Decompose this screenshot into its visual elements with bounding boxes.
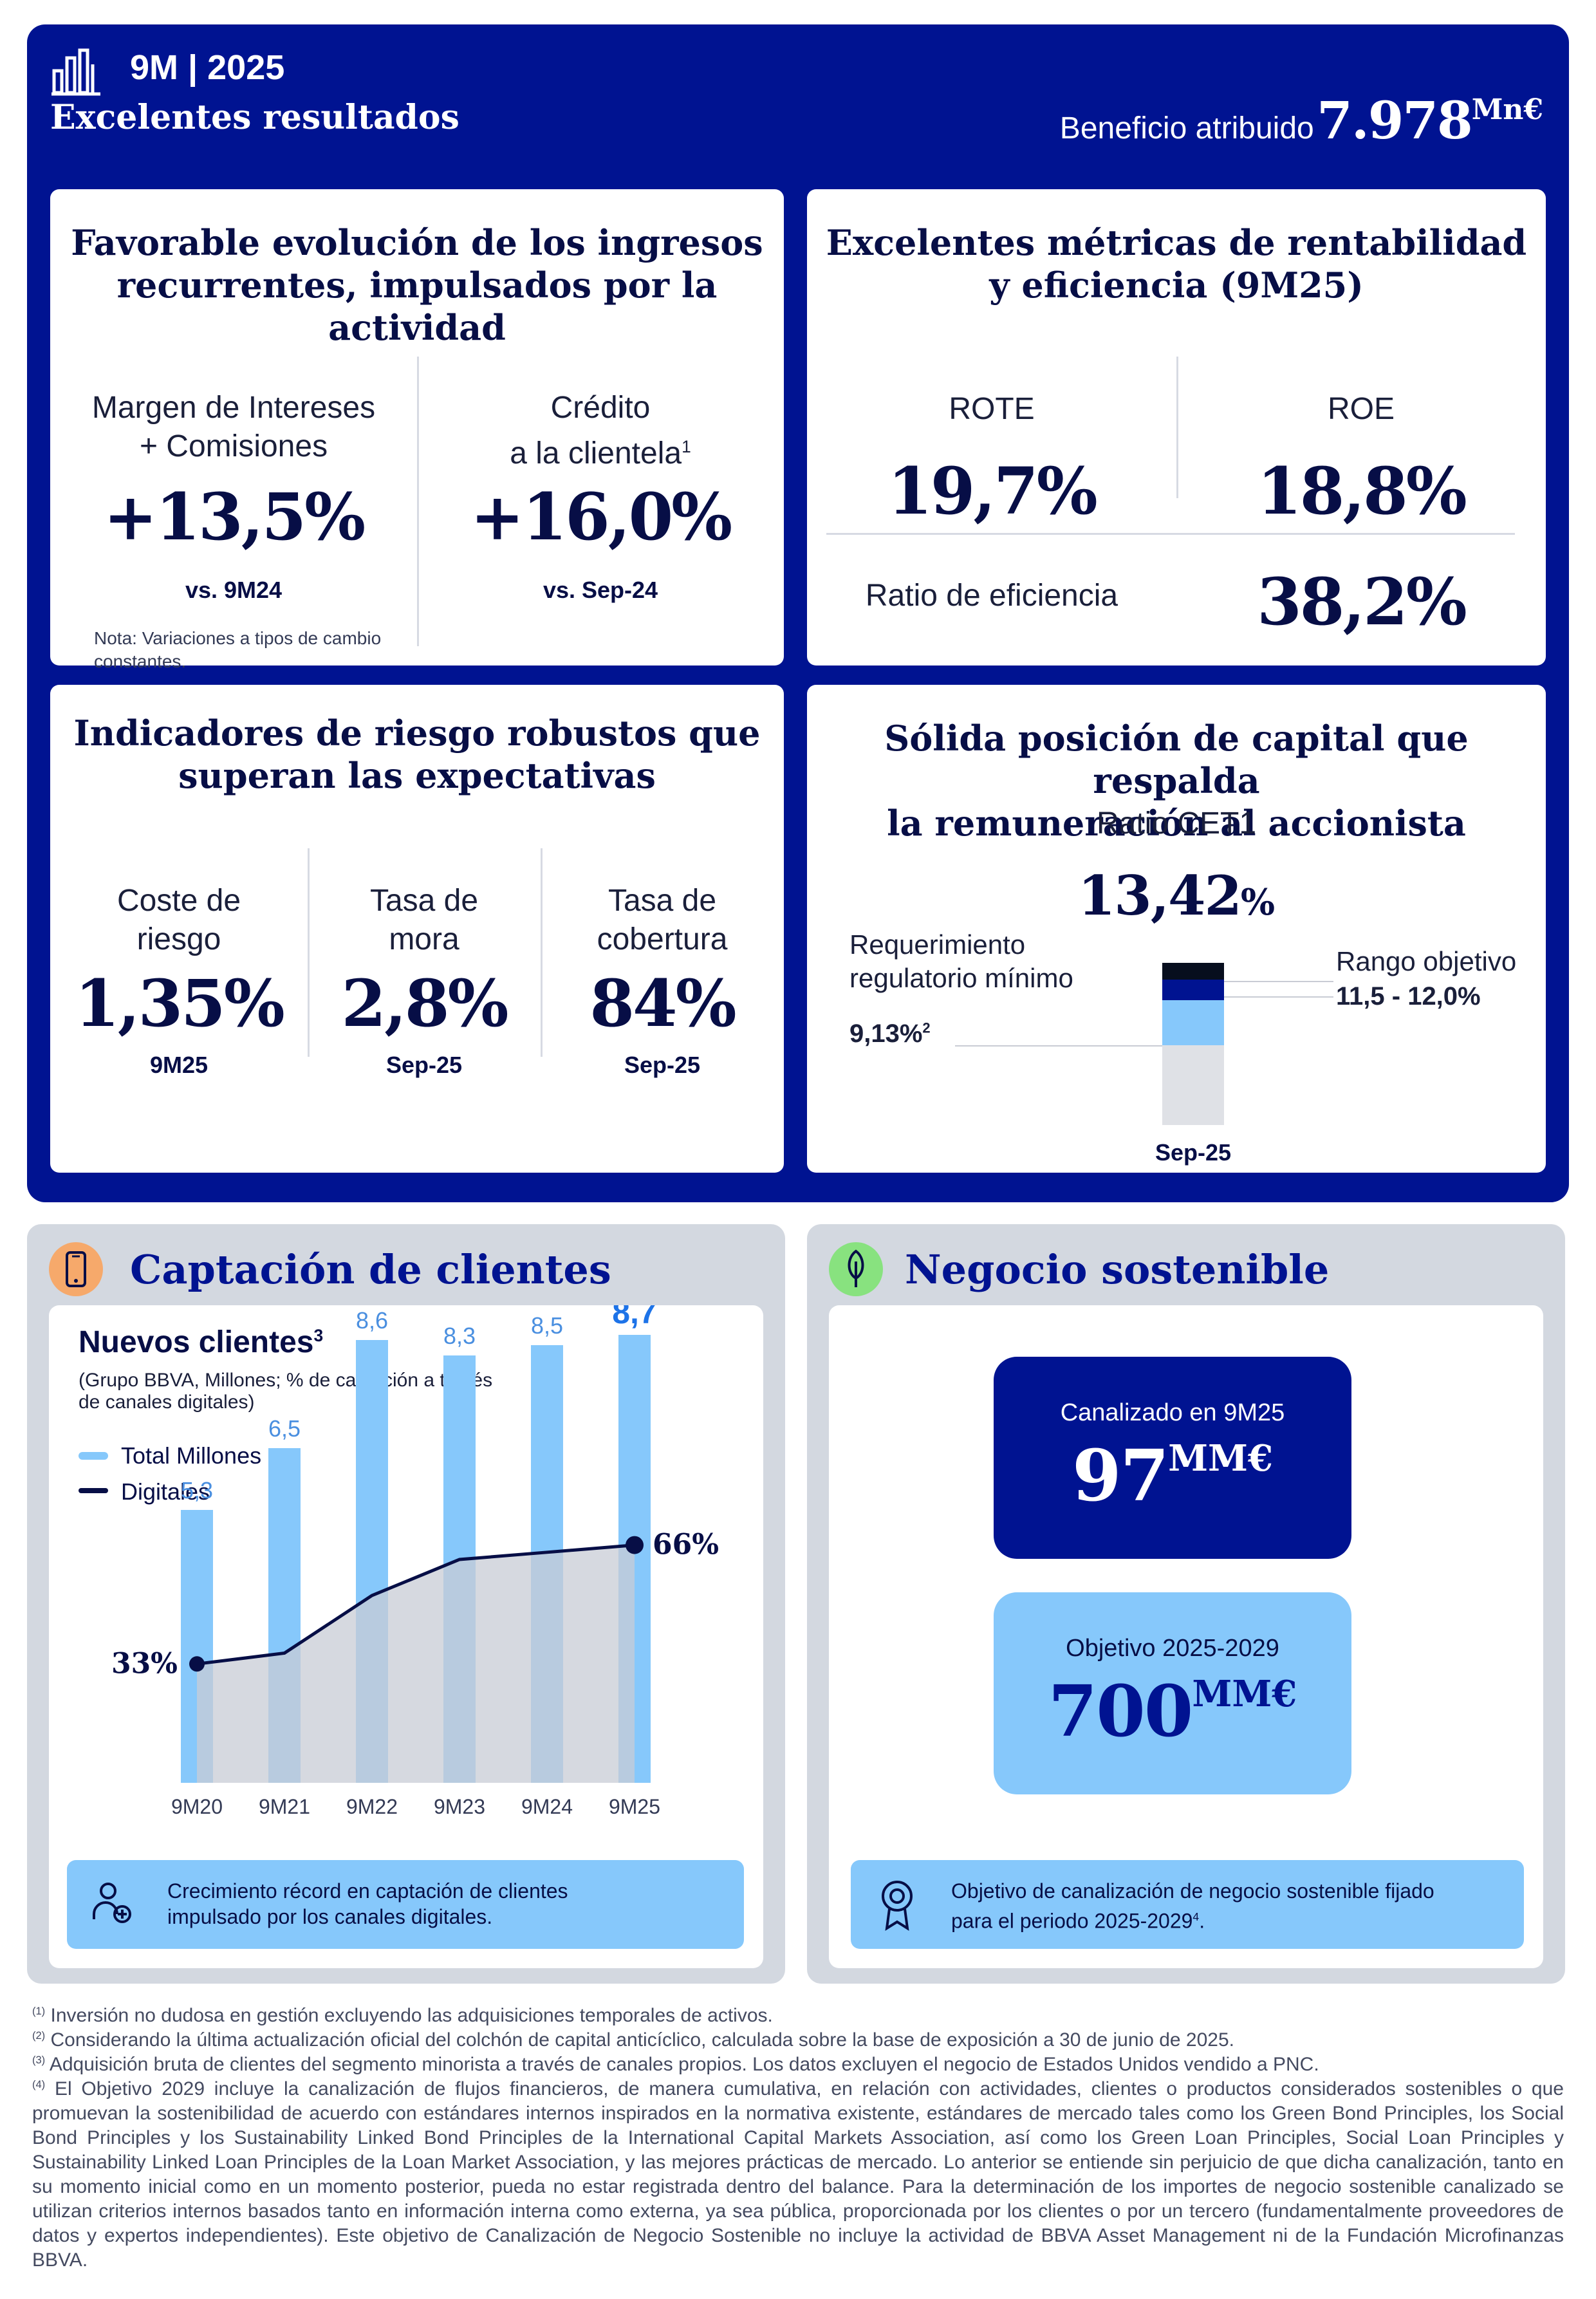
regulatory-minimum-label: Requerimiento regulatorio mínimo [849,929,1073,993]
coverage-label: Tasa de cobertura [597,884,728,956]
footnote-4: (4) El Objetivo 2029 incluye la canaliza… [32,2078,1564,2271]
cet1-label: Ratio CET1 [1096,806,1257,841]
cet1-bar-range [1162,980,1224,1000]
efficiency-label: Ratio de eficiencia [865,579,1118,613]
bar-label-9M25: 8,7 [612,1305,657,1330]
clients-note-text: Crecimiento récord en captación de clien… [167,1879,568,1928]
coverage-value: 84% [589,965,736,1041]
profitability-title: Excelentes métricas de rentabilidad y efi… [826,222,1527,306]
digital-label-first: 33% [111,1647,178,1680]
profit-unit: Mn€ [1471,93,1543,126]
coverage-sub: Sep-25 [624,1052,701,1078]
sustainable-note-text: Objetivo de canalización de negocio sost… [951,1879,1434,1933]
award-icon [882,1881,913,1931]
legend-total-swatch [79,1452,108,1460]
digital-point-first [189,1656,205,1672]
credit-value: +16,0% [470,479,732,555]
x-tick-9M20: 9M20 [171,1795,223,1818]
legend-total-label: Total Millones [121,1442,261,1469]
x-tick-9M22: 9M22 [346,1795,398,1818]
cet1-value: 13,42% [1077,864,1276,927]
channeled-label: Canalizado en 9M25 [1060,1399,1285,1426]
add-user-icon [93,1883,131,1923]
cet1-bar-requirement [1162,1000,1224,1045]
clients-chart-subtitle: (Grupo BBVA, Millones; % de captación a … [79,1370,493,1413]
roe-label: ROE [1327,392,1395,426]
results-banner: 9M | 2025 Excelentes resultados Benefici… [27,24,1569,1202]
capital-title: Sólida posición de capital que respalda l… [884,718,1469,844]
cet1-bar-buffer [1162,963,1224,980]
clients-note: Crecimiento récord en captación de clien… [67,1860,744,1949]
profitability-panel: Excelentes métricas de rentabilidad y efi… [807,189,1546,666]
x-tick-9M21: 9M21 [259,1795,310,1818]
fx-note: Nota: Variaciones a tipos de cambio const… [94,628,382,671]
clients-chart-card: Nuevos clientes3 (Grupo BBVA, Millones; … [49,1305,763,1968]
bar-label-9M24: 8,5 [531,1312,563,1339]
legend-digital-label: Digitales [121,1478,210,1505]
roe-value: 18,8% [1257,453,1467,529]
sustainable-note: Objetivo de canalización de negocio sost… [851,1860,1524,1949]
risk-panel: Indicadores de riesgo robustos que supera… [50,685,784,1173]
page-subtitle: Excelentes resultados [50,98,459,137]
clients-box: Captación de clientes Nuevos clientes3 (… [27,1224,785,1984]
efficiency-value: 38,2% [1257,564,1467,640]
target-card: Objetivo 2025-2029 700MM€ [994,1592,1351,1794]
sustainable-box-title: Negocio sostenible [905,1246,1330,1293]
digital-line [196,1543,635,1666]
credit-label: Crédito a la clientela1 [510,391,691,470]
sustainable-box: Negocio sostenible Canalizado en 9M25 97… [807,1224,1565,1984]
bar-label-9M20: 5,3 [181,1477,213,1503]
capital-panel: Sólida posición de capital que respalda l… [807,685,1546,1173]
x-tick-9M23: 9M23 [434,1795,485,1818]
bar-label-9M23: 8,3 [443,1323,476,1349]
nii-label: Margen de Intereses + Comisiones [91,391,376,463]
footnote-1: (1) Inversión no dudosa en gestión exclu… [32,2005,773,2026]
clients-chart-title: Nuevos clientes3 [79,1325,324,1359]
npl-ratio-label: Tasa de mora [369,884,479,956]
digital-area [197,1545,635,1783]
profit-label: Beneficio atribuido [1059,111,1314,145]
target-label: Objetivo 2025-2029 [1066,1635,1279,1662]
digital-label-last: 66% [653,1529,719,1561]
regulatory-minimum-value: 9,13%2 [849,1019,931,1048]
cost-of-risk-label: Coste de riesgo [116,884,241,956]
x-tick-9M25: 9M25 [609,1795,660,1818]
bar-label-9M22: 8,6 [356,1307,388,1334]
nii-value: +13,5% [103,479,366,555]
bar-chart-logo-icon [51,48,100,96]
npl-ratio-value: 2,8% [341,965,509,1041]
footnote-3: (3) Adquisición bruta de clientes del se… [32,2054,1319,2075]
footnote-2: (2) Considerando la última actualización… [32,2029,1234,2051]
channeled-card: Canalizado en 9M25 97MM€ [994,1357,1351,1559]
profit-value: 7.978 [1317,90,1473,151]
tree-icon [829,1242,883,1296]
risk-title: Indicadores de riesgo robustos que supera… [73,712,761,796]
digital-point-last [626,1536,644,1554]
x-tick-9M24: 9M24 [521,1795,573,1818]
period-label: 9M | 2025 [130,48,285,87]
cost-of-risk-value: 1,35% [75,965,285,1041]
income-panel: Favorable evolución de los ingresos recur… [50,189,784,671]
cet1-bar-label: Sep-25 [1155,1139,1232,1166]
legend-digital-swatch [79,1488,108,1493]
target-value: 700MM€ [1048,1670,1297,1753]
profit-summary: Beneficio atribuido 7.978Mn€ [1060,90,1543,151]
bar-label-9M21: 6,5 [268,1415,301,1442]
credit-sub: vs. Sep-24 [543,577,658,603]
channeled-value: 97MM€ [1072,1434,1274,1517]
income-title: Favorable evolución de los ingresos recur… [71,222,763,348]
rote-label: ROTE [949,392,1035,426]
rote-value: 19,7% [887,453,1098,529]
npl-ratio-sub: Sep-25 [385,1052,463,1078]
cet1-bar-base [1162,1045,1224,1125]
target-range-value: 11,5 - 12,0% [1336,982,1481,1010]
smartphone-icon [49,1242,103,1296]
clients-box-title: Captación de clientes [130,1246,611,1293]
sustainable-card: Canalizado en 9M25 97MM€ Objetivo 2025-2… [829,1305,1543,1968]
nii-sub: vs. 9M24 [185,577,283,603]
cost-of-risk-sub: 9M25 [149,1052,209,1078]
target-range-label: Rango objetivo [1336,946,1517,976]
